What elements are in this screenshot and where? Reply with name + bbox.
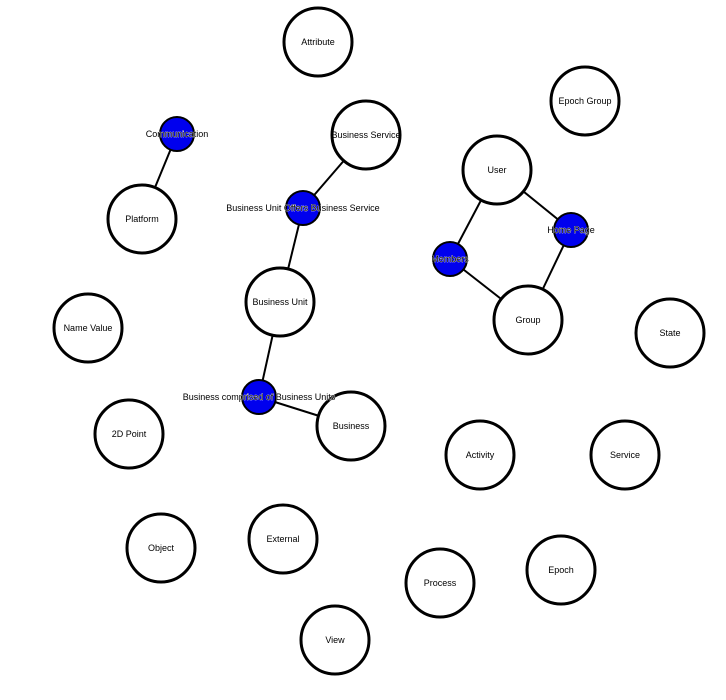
entity-node-attribute[interactable]: Attribute <box>282 6 354 78</box>
entity-node-business[interactable]: Business <box>315 390 387 462</box>
entity-circle[interactable] <box>330 99 402 171</box>
entity-node-2d-point[interactable]: 2D Point <box>93 398 165 470</box>
entity-circle[interactable] <box>634 297 706 369</box>
relationship-node-communication[interactable]: Communication <box>145 116 209 152</box>
entity-node-name-value[interactable]: Name Value <box>52 292 124 364</box>
relationship-circle[interactable] <box>159 116 195 152</box>
entity-node-external[interactable]: External <box>247 503 319 575</box>
relationship-node-home-page[interactable]: Home Page <box>547 212 595 248</box>
entity-circle[interactable] <box>52 292 124 364</box>
relationship-node-business-comprised-of-business-units[interactable]: Business comprised of Business Units <box>182 379 336 415</box>
entity-node-service[interactable]: Service <box>589 419 661 491</box>
entity-node-platform[interactable]: Platform <box>106 183 178 255</box>
relationship-circle[interactable] <box>285 190 321 226</box>
entity-circle[interactable] <box>549 65 621 137</box>
relationship-node-members[interactable]: Members <box>431 241 470 277</box>
entity-node-business-unit[interactable]: Business Unit <box>244 266 316 338</box>
entity-circle[interactable] <box>125 512 197 584</box>
nodes-layer: Attribute Epoch Group Business Service User… <box>52 6 706 676</box>
entity-node-group[interactable]: Group <box>492 284 564 356</box>
entity-circle[interactable] <box>461 134 533 206</box>
entity-circle[interactable] <box>299 604 371 676</box>
entity-node-view[interactable]: View <box>299 604 371 676</box>
entity-circle[interactable] <box>244 266 316 338</box>
entity-circle[interactable] <box>589 419 661 491</box>
entity-circle[interactable] <box>315 390 387 462</box>
entity-circle[interactable] <box>444 419 516 491</box>
relationship-circle[interactable] <box>553 212 589 248</box>
relationship-circle[interactable] <box>241 379 277 415</box>
entity-circle[interactable] <box>106 183 178 255</box>
relationship-circle[interactable] <box>432 241 468 277</box>
entity-node-process[interactable]: Process <box>404 547 476 619</box>
entity-circle[interactable] <box>404 547 476 619</box>
entity-node-state[interactable]: State <box>634 297 706 369</box>
entity-node-activity[interactable]: Activity <box>444 419 516 491</box>
entity-circle[interactable] <box>282 6 354 78</box>
entity-circle[interactable] <box>492 284 564 356</box>
entity-circle[interactable] <box>247 503 319 575</box>
entity-circle[interactable] <box>525 534 597 606</box>
relationship-node-business-unit-offers-business-service[interactable]: Business Unit Offers Business Service <box>226 190 380 226</box>
entity-node-business-service[interactable]: Business Service <box>330 99 402 171</box>
entity-node-epoch[interactable]: Epoch <box>525 534 597 606</box>
entity-node-object[interactable]: Object <box>125 512 197 584</box>
entity-node-epoch-group[interactable]: Epoch Group <box>549 65 621 137</box>
entity-node-user[interactable]: User <box>461 134 533 206</box>
entity-circle[interactable] <box>93 398 165 470</box>
